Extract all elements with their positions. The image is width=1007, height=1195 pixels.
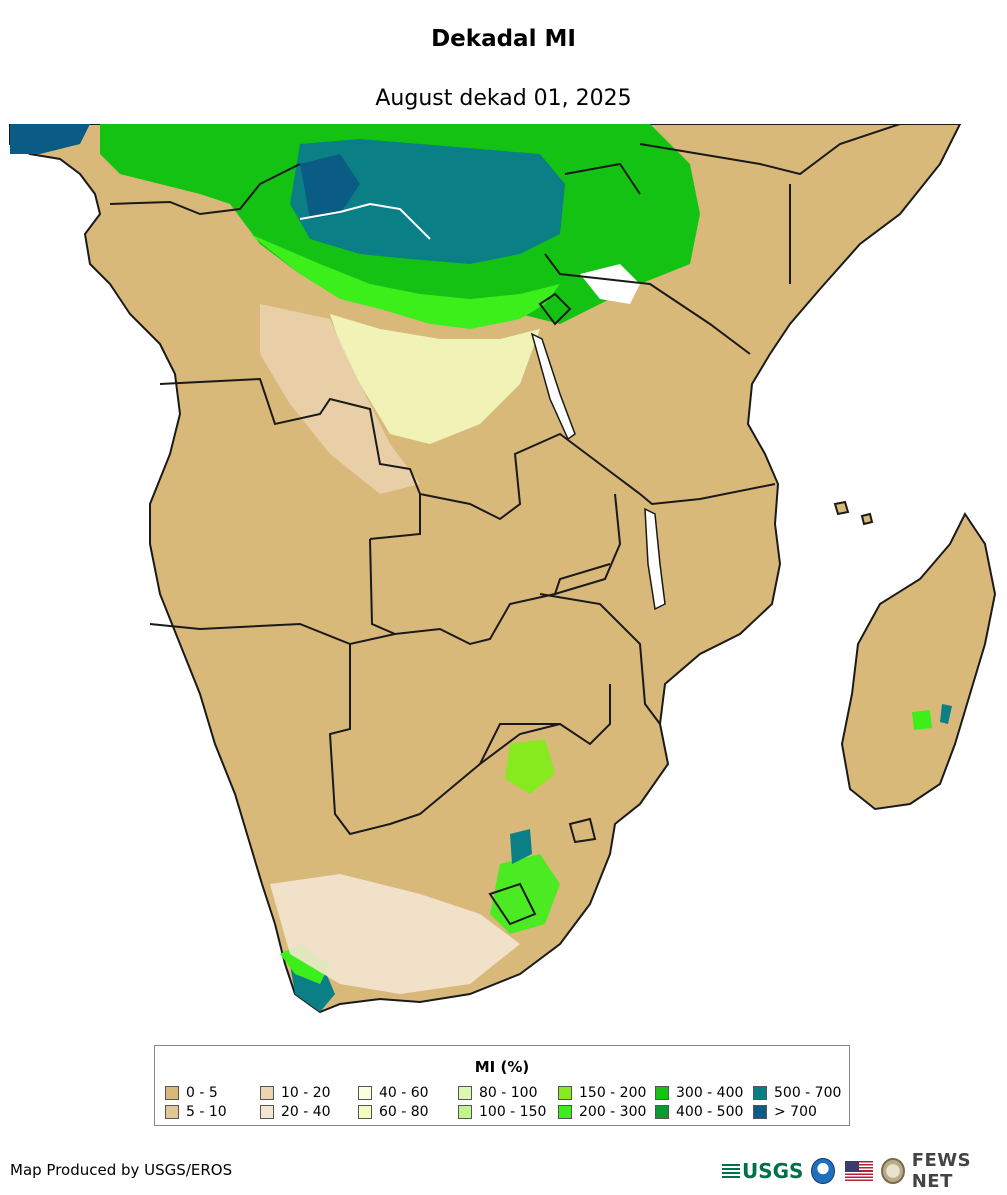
legend-swatch [260,1105,274,1119]
usgs-wave-icon [722,1164,740,1178]
legend-label: 200 - 300 [579,1104,647,1120]
legend-item: 5 - 10 [165,1103,227,1121]
legend-item: 20 - 40 [260,1103,331,1121]
state-dept-seal-icon [881,1158,905,1184]
legend-item: 300 - 400 [655,1084,743,1102]
legend-swatch [655,1086,669,1100]
lake-tanganyika [530,332,576,441]
lake-malawi [644,507,666,611]
legend-swatch [358,1105,372,1119]
legend-item: > 700 [753,1103,817,1121]
legend-swatch [260,1086,274,1100]
legend-item: 150 - 200 [558,1084,646,1102]
legend-item: 500 - 700 [753,1084,841,1102]
legend-item: 0 - 5 [165,1084,218,1102]
legend-label: > 700 [774,1104,817,1120]
mainland-landmass [9,124,962,1014]
legend-swatch [753,1086,767,1100]
legend-item: 10 - 20 [260,1084,331,1102]
credit-text: Map Produced by USGS/EROS [10,1161,233,1179]
legend-label: 20 - 40 [281,1104,331,1120]
map-legend: MI (%) 0 - 5 5 - 10 10 - 20 20 - 40 40 - 60 6… [154,1045,850,1126]
legend-swatch [458,1105,472,1119]
legend-swatch [165,1086,179,1100]
light-region-band [330,314,540,444]
legend-label: 500 - 700 [774,1085,842,1101]
legend-item: 200 - 300 [558,1103,646,1121]
legend-title: MI (%) [474,1058,530,1076]
legend-label: 150 - 200 [579,1085,647,1101]
wet-region-light [250,234,560,329]
wet-region-west [10,124,90,154]
legend-swatch [358,1086,372,1100]
legend-item: 400 - 500 [655,1103,743,1121]
legend-item: 80 - 100 [458,1084,538,1102]
noaa-logo-icon [811,1158,835,1184]
river-line [299,202,431,240]
usgs-label: USGS [742,1159,804,1183]
legend-label: 80 - 100 [479,1085,538,1101]
map-subtitle: August dekad 01, 2025 [375,86,632,111]
sa-pale [270,874,520,994]
africa-mi-map [9,124,997,1014]
wet-region-teal [290,139,565,264]
legend-swatch [753,1105,767,1119]
legend-swatch [655,1105,669,1119]
legend-label: 0 - 5 [186,1085,218,1101]
ethiopia-clear [580,264,640,304]
island-comoros [833,500,874,526]
legend-swatch [165,1105,179,1119]
legend-label: 60 - 80 [379,1104,429,1120]
legend-item: 40 - 60 [358,1084,429,1102]
legend-label: 300 - 400 [676,1085,744,1101]
legend-swatch [558,1086,572,1100]
legend-label: 100 - 150 [479,1104,547,1120]
fews-net-logo: FEWS NET [911,1150,972,1192]
sa-wet-north [505,739,555,794]
wet-region-dark [300,154,360,219]
legend-label: 10 - 20 [281,1085,331,1101]
madagascar-green [912,710,932,730]
tan-band [260,304,420,494]
country-borders [109,124,901,926]
legend-label: 40 - 60 [379,1085,429,1101]
legend-swatch [558,1105,572,1119]
madagascar-teal [940,704,952,724]
usgs-logo: USGS [722,1159,803,1183]
sa-teal [510,829,532,864]
us-flag-icon [844,1161,874,1181]
footer-logos: USGS FEWS NET [722,1150,1007,1192]
madagascar [840,512,997,811]
legend-item: 100 - 150 [458,1103,546,1121]
legend-item: 60 - 80 [358,1103,429,1121]
legend-label: 400 - 500 [676,1104,744,1120]
legend-swatch [458,1086,472,1100]
map-title: Dekadal MI [431,26,576,52]
legend-label: 5 - 10 [186,1104,227,1120]
